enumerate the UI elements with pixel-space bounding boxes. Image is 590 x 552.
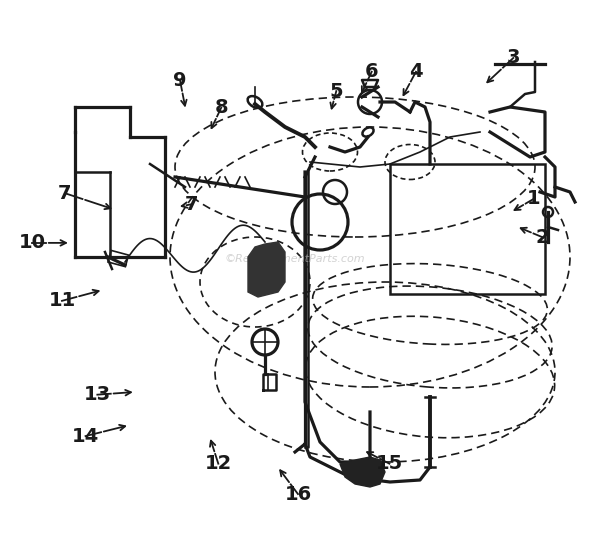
- Text: 7: 7: [58, 184, 71, 203]
- Text: 5: 5: [329, 82, 343, 100]
- Bar: [390, 164, 545, 294]
- Polygon shape: [340, 457, 385, 487]
- Text: 6: 6: [365, 62, 379, 81]
- Bar: [108, 251, 129, 267]
- Text: 1: 1: [527, 189, 541, 208]
- Text: 15: 15: [376, 454, 403, 473]
- Text: 2: 2: [536, 228, 550, 247]
- Polygon shape: [248, 242, 285, 297]
- Text: 16: 16: [284, 485, 312, 503]
- Text: 13: 13: [84, 385, 111, 404]
- Text: 3: 3: [507, 49, 520, 67]
- Text: 9: 9: [173, 71, 186, 89]
- Text: 12: 12: [205, 454, 232, 473]
- Text: 8: 8: [214, 98, 228, 117]
- Text: 4: 4: [409, 62, 423, 81]
- Text: 7: 7: [185, 195, 198, 214]
- Text: 11: 11: [48, 291, 76, 310]
- Text: 14: 14: [72, 427, 99, 445]
- Ellipse shape: [362, 128, 373, 136]
- Text: ©ReplacementParts.com: ©ReplacementParts.com: [225, 254, 365, 264]
- Text: 10: 10: [19, 233, 46, 252]
- Ellipse shape: [248, 96, 263, 108]
